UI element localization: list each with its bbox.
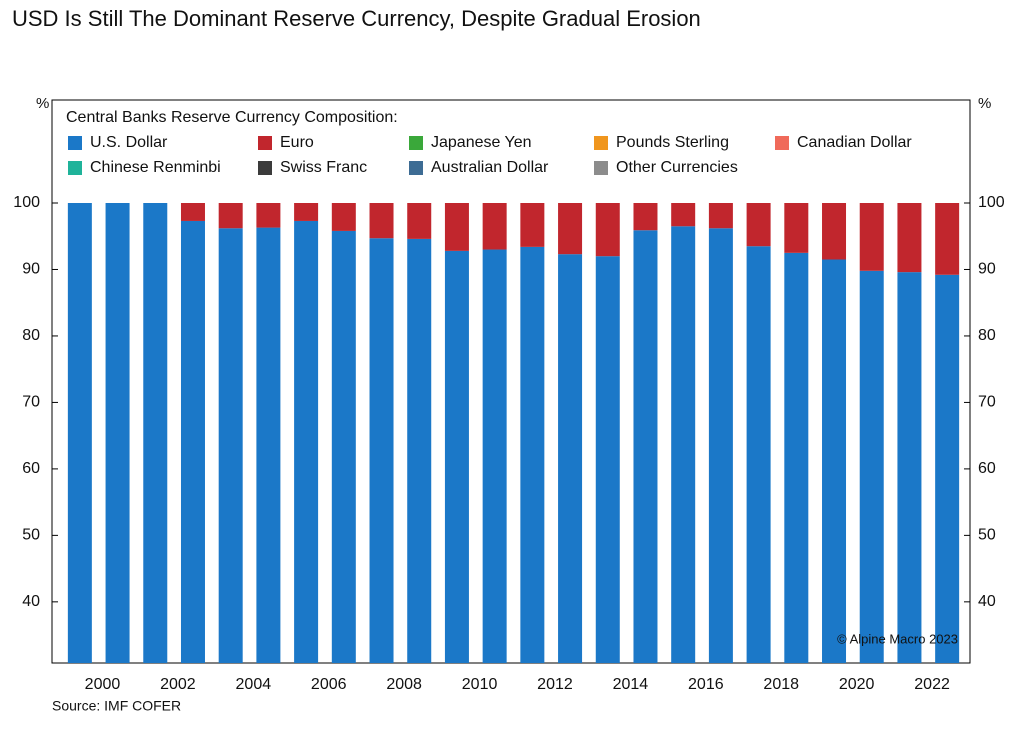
bar-segment [180, 220, 205, 663]
legend-swatch [258, 161, 272, 175]
plot-frame [51, 99, 971, 664]
source: Source: IMF COFER [52, 698, 181, 714]
y2-tick-label: 60 [978, 460, 996, 477]
bar-segment [897, 203, 922, 273]
bar-segment [67, 203, 92, 663]
x-tick-label: 2016 [688, 676, 724, 693]
bar-segment [708, 203, 733, 229]
bar-segment [482, 203, 507, 250]
legend-swatch [775, 136, 789, 150]
bar-segment [558, 203, 583, 255]
legend-swatch [594, 161, 608, 175]
bar-segment [822, 203, 847, 260]
y-tick-label: 40 [22, 593, 40, 610]
legend-swatch [258, 136, 272, 150]
y-tick-label: 100 [13, 194, 40, 211]
x-tick-label: 2006 [311, 676, 347, 693]
bar-segment [520, 203, 545, 247]
bar-segment [256, 203, 281, 228]
y-tick-label: 90 [22, 261, 40, 278]
bar-segment [935, 203, 960, 275]
bar-segment [444, 203, 469, 251]
x-tick-label: 2018 [763, 676, 799, 693]
y2-tick-label: 80 [978, 327, 996, 344]
legend-label: Euro [280, 134, 314, 151]
legend-swatch [594, 136, 608, 150]
x-tick-label: 2004 [236, 676, 272, 693]
y-tick-label: 50 [22, 527, 40, 544]
bar-segment [859, 270, 884, 663]
credit: © Alpine Macro 2023 [837, 631, 958, 646]
y2-tick-label: 50 [978, 527, 996, 544]
legend-label: Canadian Dollar [797, 134, 912, 151]
y2-tick-label: 70 [978, 394, 996, 411]
bar-segment [407, 238, 432, 664]
bar-segment [407, 203, 432, 239]
bar-segment [218, 203, 243, 229]
legend-label: Japanese Yen [431, 134, 532, 151]
legend-label: U.S. Dollar [90, 134, 168, 151]
x-tick-label: 2022 [914, 676, 950, 693]
bar-segment [708, 228, 733, 663]
bar-segment [180, 203, 205, 221]
bar-segment [784, 252, 809, 664]
chart-title: USD Is Still The Dominant Reserve Curren… [12, 6, 701, 31]
legend-label: Swiss Franc [280, 159, 367, 176]
legend-title: Central Banks Reserve Currency Compositi… [66, 109, 398, 126]
legend-label: Other Currencies [616, 159, 738, 176]
x-tick-label: 2008 [386, 676, 422, 693]
bar-segment [294, 203, 319, 221]
bar-segment [671, 203, 696, 227]
bar-segment [369, 238, 394, 664]
legend-swatch [409, 161, 423, 175]
bar-segment [746, 203, 771, 247]
legend-swatch [68, 136, 82, 150]
y-unit: % [36, 95, 49, 112]
bar-segment [294, 220, 319, 663]
y2-tick-label: 90 [978, 261, 996, 278]
bar-segment [859, 203, 884, 271]
legend-label: Chinese Renminbi [90, 159, 221, 176]
bar-segment [784, 203, 809, 253]
legend-label: Pounds Sterling [616, 134, 729, 151]
bar-segment [520, 246, 545, 663]
bar-segment [935, 274, 960, 663]
bar-segment [595, 256, 620, 663]
bar-segment [897, 272, 922, 663]
legend-swatch [409, 136, 423, 150]
legend-swatch [68, 161, 82, 175]
bar-segment [444, 250, 469, 663]
bar-segment [746, 246, 771, 663]
legend-label: Australian Dollar [431, 159, 549, 176]
x-tick-label: 2010 [462, 676, 498, 693]
y-tick-label: 70 [22, 394, 40, 411]
y2-tick-label: 100 [978, 194, 1005, 211]
bar-segment [331, 230, 356, 664]
x-tick-label: 2014 [613, 676, 649, 693]
bar-segment [558, 254, 583, 663]
bar-segment [218, 228, 243, 663]
x-tick-label: 2000 [85, 676, 121, 693]
bar-segment [143, 203, 168, 663]
y2-tick-label: 40 [978, 593, 996, 610]
y-tick-label: 60 [22, 460, 40, 477]
bar-segment [595, 203, 620, 257]
bar-segment [256, 227, 281, 663]
bars [67, 203, 960, 664]
bar-segment [105, 203, 130, 663]
bar-segment [369, 203, 394, 239]
x-tick-label: 2002 [160, 676, 196, 693]
bar-segment [633, 203, 658, 231]
y-tick-label: 80 [22, 327, 40, 344]
x-tick-label: 2020 [839, 676, 875, 693]
bar-segment [671, 226, 696, 663]
bar-segment [331, 203, 356, 231]
bar-segment [482, 249, 507, 663]
bar-segment [633, 230, 658, 663]
x-tick-label: 2012 [537, 676, 573, 693]
y2-unit: % [978, 95, 991, 112]
bar-segment [822, 259, 847, 663]
